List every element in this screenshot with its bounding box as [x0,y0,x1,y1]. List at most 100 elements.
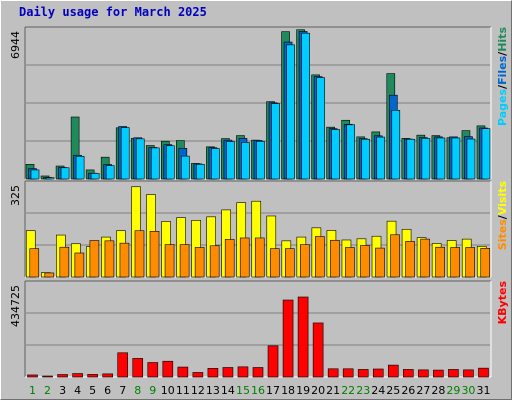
bar-kbytes-day-2 [42,375,53,378]
x-tick-label-day-11: 11 [176,384,190,397]
bar-sites-day-29 [450,247,460,278]
bar-sites-day-2 [44,272,55,278]
bar-sites-day-5 [89,240,100,278]
bar-kbytes-day-31 [478,367,489,378]
bar-pages-day-1 [30,169,40,180]
bar-sites-day-13 [209,245,220,278]
bar-pages-day-22 [346,124,355,180]
bar-kbytes-day-11 [177,366,189,378]
legend-item-pages: Pages [496,88,509,126]
x-tick-label-day-8: 8 [134,384,141,397]
bar-kbytes-day-12 [192,372,204,378]
bar-sites-day-9 [149,231,160,278]
bar-pages-day-10 [166,145,175,180]
bar-pages-day-28 [436,137,446,180]
bar-kbytes-day-27 [418,369,429,378]
bar-kbytes-day-24 [372,368,384,378]
bar-sites-day-23 [360,245,370,278]
bar-pages-day-29 [451,137,461,180]
x-tick-label-day-29: 29 [446,384,460,397]
bar-kbytes-day-7 [117,352,129,378]
bar-pages-day-27 [421,138,431,180]
legend-item-separator: / [496,84,509,89]
bar-kbytes-day-5 [87,374,98,378]
bar-pages-day-17 [271,103,280,180]
x-tick-label-day-31: 31 [476,384,490,397]
x-tick-label-day-26: 26 [401,384,415,397]
bar-kbytes-day-4 [72,373,83,378]
x-tick-label-day-4: 4 [74,384,81,397]
x-tick-label-day-24: 24 [371,384,385,397]
bar-kbytes-day-6 [102,373,113,378]
bar-kbytes-day-1 [27,374,38,378]
bar-pages-day-15 [241,142,250,180]
x-tick-label-day-9: 9 [149,384,156,397]
bar-pages-day-24 [376,136,386,180]
bar-sites-day-24 [375,247,385,278]
x-tick-label-day-23: 23 [356,384,370,397]
bar-kbytes-day-28 [433,369,444,378]
x-tick-label-day-13: 13 [206,384,220,397]
x-tick-label-day-20: 20 [311,384,325,397]
x-tick-label-day-17: 17 [266,384,280,397]
legend-item-separator: / [496,51,509,56]
bar-kbytes-day-22 [342,368,354,378]
legend-item-hits: Hits [496,27,509,52]
bar-kbytes-day-13 [207,368,219,378]
bar-pages-day-18 [286,44,295,180]
bar-sites-day-30 [465,247,476,278]
x-tick-label-day-16: 16 [251,384,265,397]
bar-sites-day-8 [134,230,145,278]
bar-pages-day-19 [301,32,310,180]
bar-kbytes-day-16 [252,367,264,378]
bar-sites-day-18 [285,248,295,278]
bar-sites-day-20 [315,236,325,278]
bar-kbytes-day-30 [463,369,474,378]
x-tick-label-day-12: 12 [191,384,205,397]
bar-sites-day-17 [269,248,280,278]
x-tick-label-day-2: 2 [44,384,51,397]
bar-kbytes-day-21 [327,368,339,378]
bar-sites-day-22 [345,247,355,278]
x-tick-label-day-15: 15 [236,384,250,397]
bar-sites-day-10 [164,244,175,278]
bar-sites-day-12 [194,247,205,278]
bar-kbytes-day-15 [237,366,249,378]
bar-kbytes-day-29 [448,369,459,378]
legend-kbytes: KBytes [496,281,509,325]
bar-sites-day-4 [74,252,85,278]
bar-pages-day-30 [466,138,476,180]
bar-pages-day-4 [75,156,85,180]
legend-item-separator: / [496,214,509,219]
x-tick-label-day-7: 7 [119,384,126,397]
x-tick-label-day-30: 30 [461,384,475,397]
x-tick-label-day-25: 25 [386,384,400,397]
bar-pages-day-31 [481,128,491,180]
bar-pages-day-2 [45,177,55,180]
ymax-label-hits-files-pages: 6944 [9,31,22,59]
x-tick-label-day-21: 21 [326,384,340,397]
bar-kbytes-day-17 [267,345,279,378]
bar-sites-day-14 [224,239,235,278]
bar-sites-day-1 [29,248,40,278]
bar-sites-day-19 [300,244,310,278]
x-tick-label-day-10: 10 [161,384,175,397]
bar-pages-day-12 [196,164,205,180]
bar-sites-day-28 [435,246,445,278]
bar-kbytes-day-10 [162,360,174,378]
x-tick-label-day-3: 3 [59,384,66,397]
bar-pages-day-8 [135,138,145,180]
bar-sites-day-3 [59,246,70,278]
panel-bg-kbytes [25,281,491,377]
x-tick-label-day-1: 1 [29,384,36,397]
legend-item-kbytes: KBytes [496,281,509,325]
legend-item-files: Files [496,55,509,85]
bar-sites-day-6 [104,240,115,278]
bar-sites-day-25 [390,234,400,278]
x-tick-label-day-19: 19 [296,384,310,397]
bar-pages-day-7 [120,127,130,180]
x-tick-label-day-27: 27 [416,384,430,397]
bar-pages-day-26 [406,138,416,180]
bar-sites-day-21 [330,239,340,278]
